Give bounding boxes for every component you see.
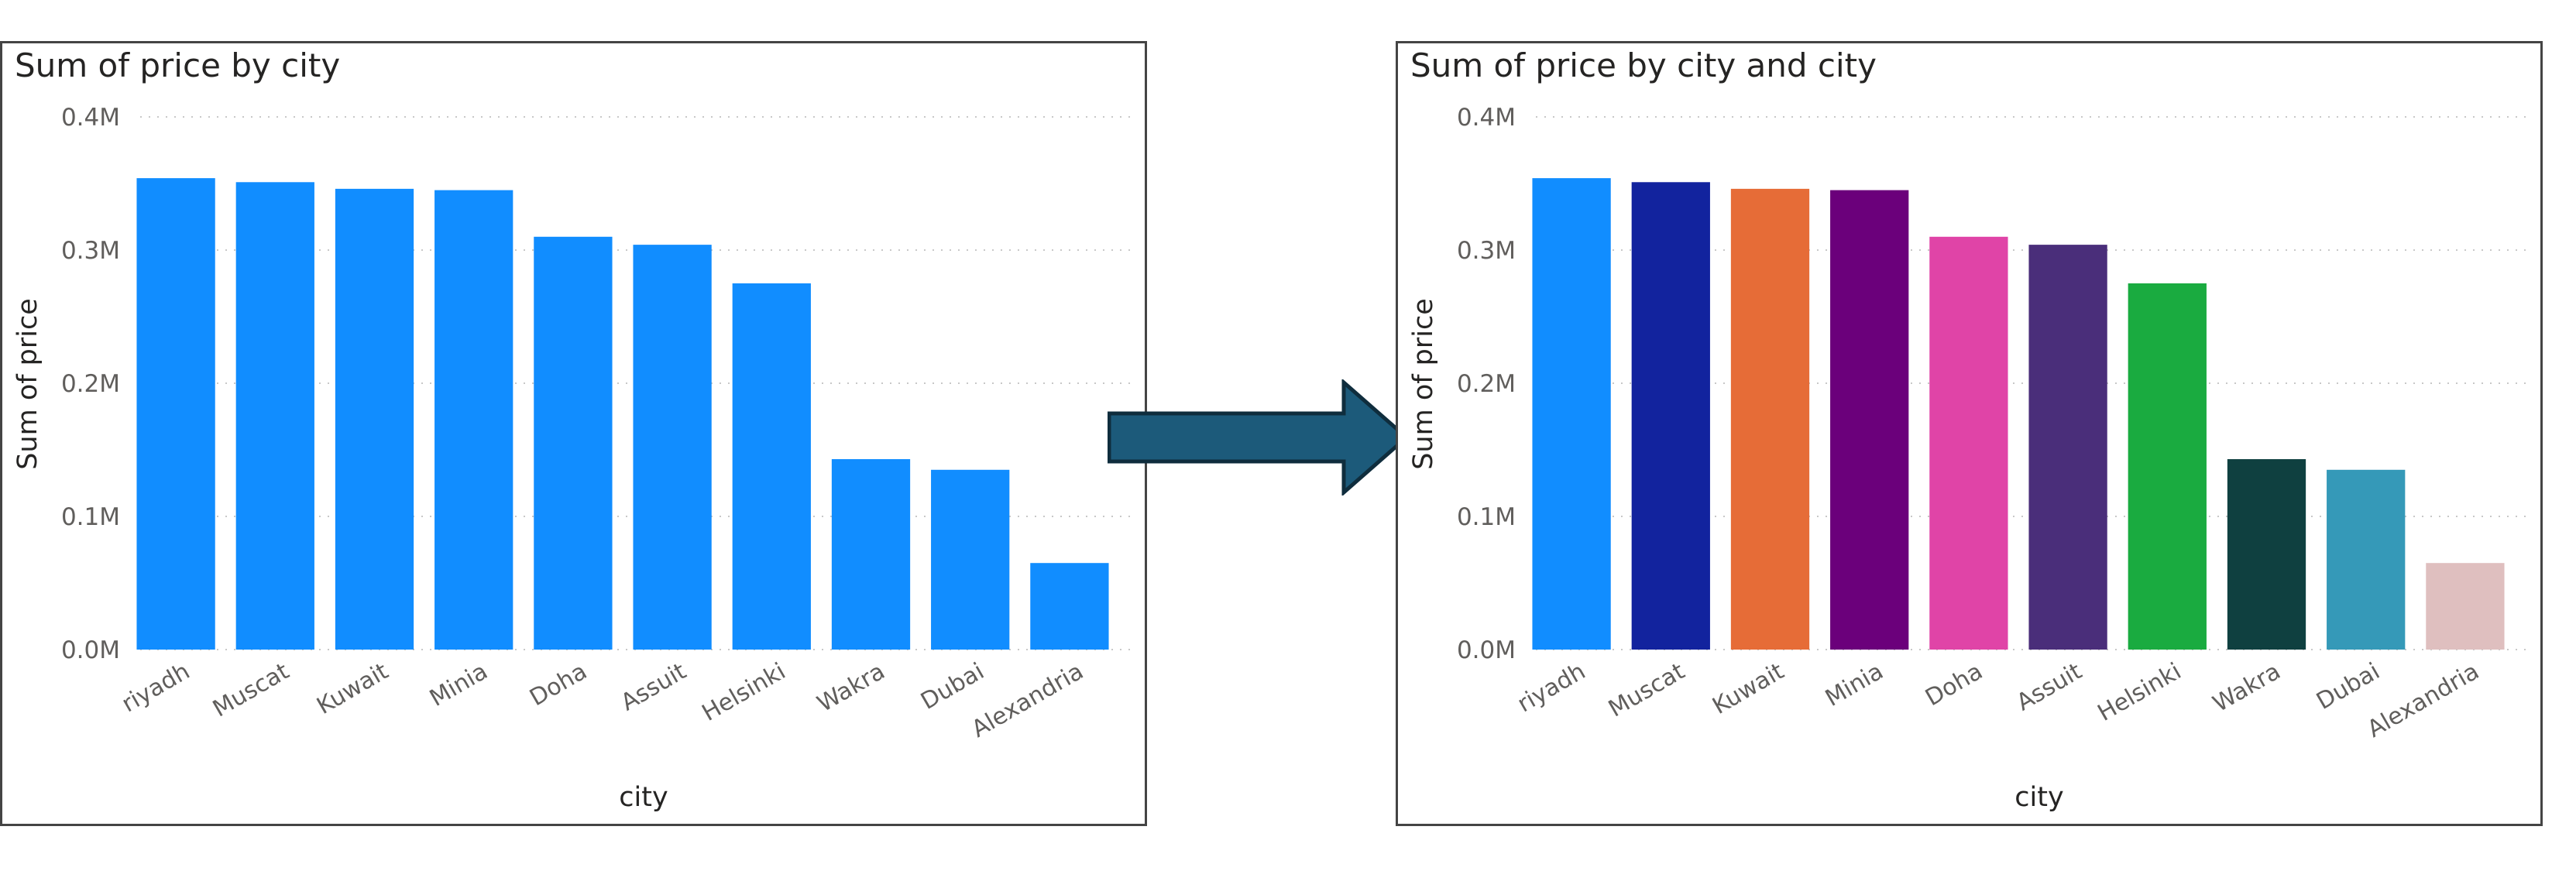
y-axis-title: Sum of price <box>12 298 43 470</box>
x-tick-label: Alexandria <box>967 658 1088 743</box>
bar-assuit[interactable] <box>2028 245 2107 650</box>
x-axis-title: city <box>2014 782 2063 813</box>
x-tick-label: Minia <box>1821 658 1888 712</box>
bar-wakra[interactable] <box>831 459 911 650</box>
bar-muscat[interactable] <box>235 182 314 650</box>
x-tick-label: riyadh <box>1513 658 1590 718</box>
bar-doha[interactable] <box>534 236 613 650</box>
y-tick-label: 0.2M <box>1457 370 1516 398</box>
chart-panel-right: Sum of price by city and city 0.0M 0.1M 0.… <box>1396 41 2543 826</box>
bar-wakra[interactable] <box>2227 459 2306 650</box>
x-tick-label: Muscat <box>208 658 294 723</box>
x-tick-label: Doha <box>1921 658 1987 712</box>
x-axis-title: city <box>619 782 668 813</box>
x-tick-label: Doha <box>525 658 592 712</box>
x-tick-label: Kuwait <box>1708 658 1788 721</box>
y-tick-label: 0.3M <box>61 237 120 265</box>
x-tick-label: Alexandria <box>2363 658 2484 743</box>
bar-alexandria[interactable] <box>2426 563 2505 650</box>
bar-muscat[interactable] <box>1631 182 1710 650</box>
chart-title: Sum of price by city <box>15 46 341 84</box>
bar-alexandria[interactable] <box>1030 563 1109 650</box>
bar-minia[interactable] <box>434 190 513 650</box>
x-tick-label: Wakra <box>2208 658 2285 718</box>
bar-dubai[interactable] <box>2327 469 2406 650</box>
x-tick-label: Kuwait <box>312 658 393 721</box>
y-axis-title: Sum of price <box>1408 298 1439 470</box>
right-arrow-icon <box>1108 379 1410 496</box>
chart-panel-left: Sum of price by city 0.0M 0.1M 0.2M 0.3M 0.4… <box>0 41 1147 826</box>
y-tick-label: 0.1M <box>1457 503 1516 531</box>
bar-riyadh[interactable] <box>136 178 215 650</box>
y-tick-label: 0.4M <box>61 104 120 132</box>
bar-assuit[interactable] <box>633 245 712 650</box>
bar-chart-right: 0.0M 0.1M 0.2M 0.3M 0.4M riyadh Muscat Kuwait Mi… <box>1408 104 2529 813</box>
x-tick-label: Minia <box>425 658 493 712</box>
x-tick-label: Dubai <box>916 658 989 715</box>
bar-dubai[interactable] <box>931 469 1010 650</box>
bar-kuwait[interactable] <box>1730 188 1810 650</box>
x-tick-label: Dubai <box>2312 658 2385 715</box>
y-tick-label: 0.3M <box>1457 237 1516 265</box>
x-tick-label: Assuit <box>617 658 691 717</box>
x-tick-label: Helsinki <box>698 658 791 727</box>
y-tick-label: 0.4M <box>1457 104 1516 132</box>
y-tick-label: 0.0M <box>1457 636 1516 664</box>
bar-doha[interactable] <box>1929 236 2008 650</box>
y-tick-label: 0.0M <box>61 636 120 664</box>
bar-helsinki[interactable] <box>2128 283 2207 650</box>
x-tick-label: Helsinki <box>2093 658 2186 727</box>
chart-title: Sum of price by city and city <box>1410 46 1877 84</box>
x-tick-label: Wakra <box>812 658 889 718</box>
x-tick-label: Assuit <box>2012 658 2087 717</box>
bar-minia[interactable] <box>1830 190 1909 650</box>
bar-chart-left: 0.0M 0.1M 0.2M 0.3M 0.4M riyadh Muscat Kuwait Mi… <box>12 104 1133 813</box>
x-tick-label: riyadh <box>117 658 194 718</box>
bar-riyadh[interactable] <box>1532 178 1611 650</box>
y-tick-label: 0.2M <box>61 370 120 398</box>
y-tick-label: 0.1M <box>61 503 120 531</box>
x-tick-label: Muscat <box>1604 658 1690 723</box>
bar-kuwait[interactable] <box>335 188 414 650</box>
bar-helsinki[interactable] <box>732 283 811 650</box>
